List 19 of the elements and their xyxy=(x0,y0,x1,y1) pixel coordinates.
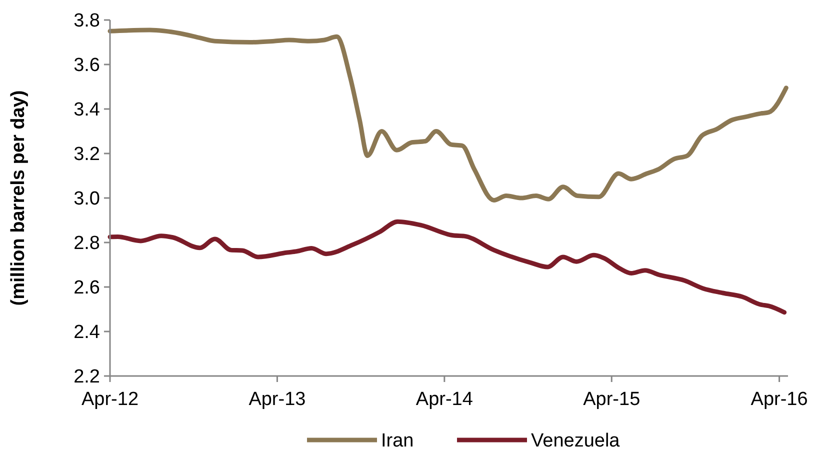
x-tick-label: Apr-16 xyxy=(750,389,808,410)
legend-label: Venezuela xyxy=(531,430,620,452)
x-tick-label: Apr-12 xyxy=(81,389,139,410)
line-series xyxy=(108,219,787,315)
y-tick-label: 3.8 xyxy=(74,10,100,32)
x-tick-label: Apr-13 xyxy=(248,389,306,410)
y-tick-label: 3.0 xyxy=(74,188,100,210)
y-tick-label: 2.2 xyxy=(74,366,100,388)
legend-label: Iran xyxy=(381,430,414,452)
y-tick-label: 2.4 xyxy=(74,322,100,344)
y-axis-title: (million barrels per day) xyxy=(8,90,29,306)
line-series xyxy=(108,28,788,202)
y-tick-label: 2.8 xyxy=(74,233,100,254)
y-tick-label: 3.4 xyxy=(74,100,100,121)
x-tick-label: Apr-15 xyxy=(583,389,640,410)
y-tick-label: 2.6 xyxy=(74,278,100,299)
y-tick-label: 3.6 xyxy=(74,55,100,76)
x-tick-label: Apr-14 xyxy=(416,389,474,410)
y-tick-label: 3.2 xyxy=(74,144,100,166)
